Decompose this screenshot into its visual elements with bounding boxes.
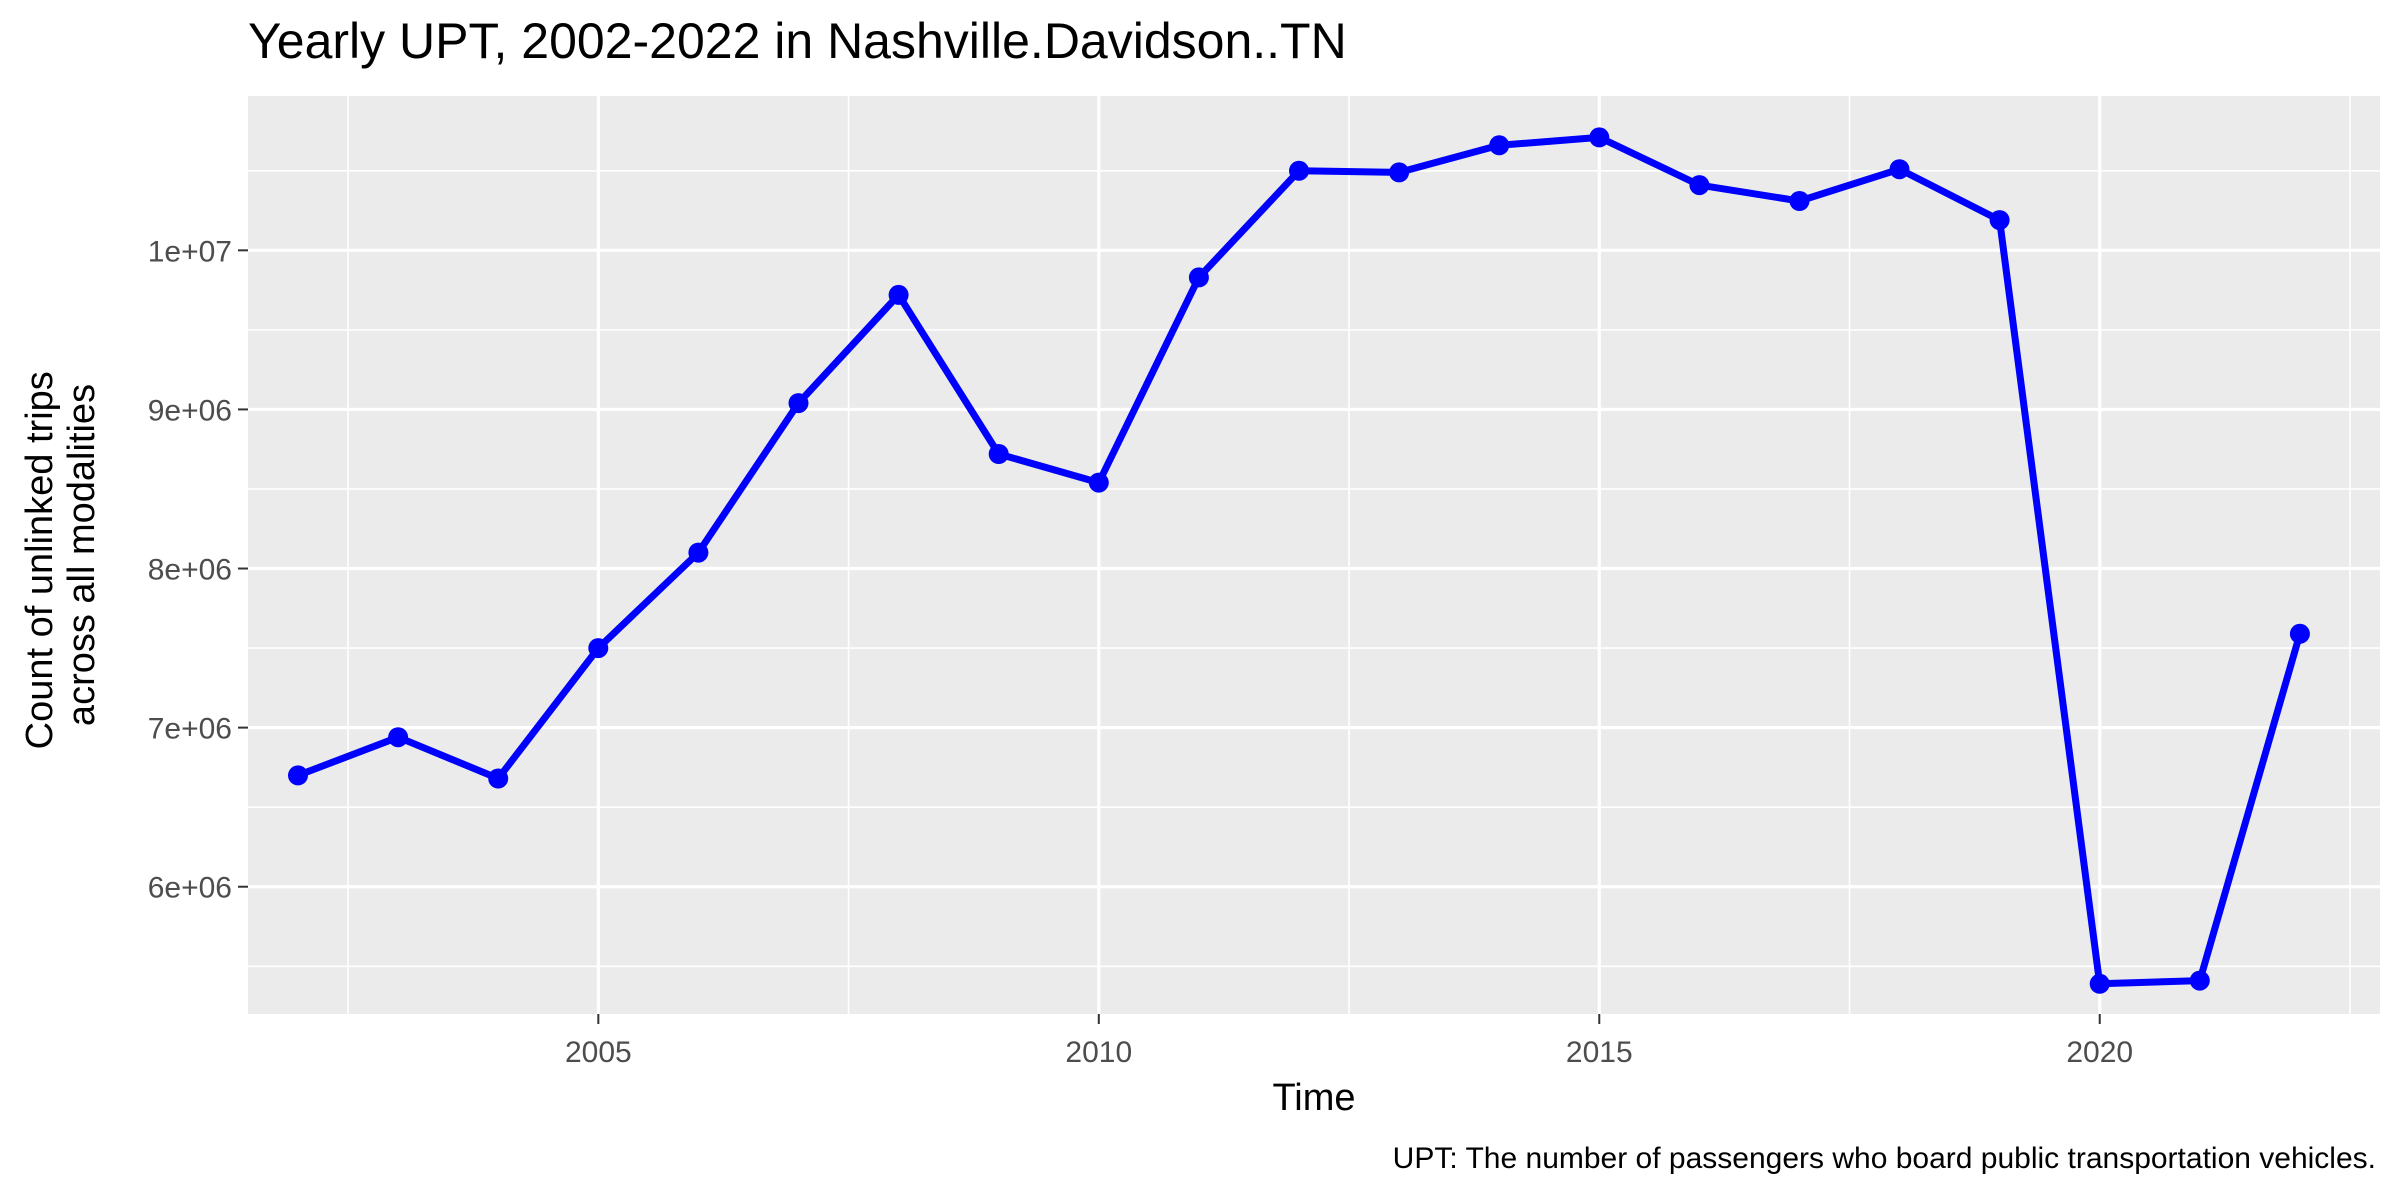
data-point bbox=[1289, 160, 1309, 181]
y-axis-title-line-2: across all modalities bbox=[61, 384, 103, 726]
data-point bbox=[388, 727, 409, 748]
y-axis-title: Count of unlinked trips across all modal… bbox=[19, 361, 103, 750]
data-point bbox=[888, 284, 909, 305]
data-points bbox=[288, 127, 2310, 994]
y-tick-label: 7e+06 bbox=[148, 713, 232, 746]
data-point bbox=[788, 393, 809, 414]
x-tick-label: 2010 bbox=[1065, 1036, 1132, 1069]
data-point bbox=[488, 768, 509, 789]
x-tick-label: 2015 bbox=[1566, 1036, 1633, 1069]
y-tick-label: 9e+06 bbox=[148, 394, 232, 427]
data-point bbox=[2089, 973, 2110, 994]
data-point bbox=[688, 542, 709, 563]
y-axis-title-line-1: Count of unlinked trips bbox=[19, 371, 61, 749]
data-point bbox=[288, 765, 308, 786]
data-point bbox=[1489, 135, 1510, 156]
x-tick-label: 2005 bbox=[565, 1036, 632, 1069]
y-tick-label: 6e+06 bbox=[148, 872, 232, 905]
x-tick-label: 2020 bbox=[2066, 1036, 2133, 1069]
data-point bbox=[588, 638, 609, 659]
y-tick-label: 8e+06 bbox=[148, 554, 232, 587]
y-tick-label: 1e+07 bbox=[148, 235, 232, 268]
data-point bbox=[988, 444, 1009, 464]
data-point bbox=[1389, 162, 1410, 183]
chart-title: Yearly UPT, 2002-2022 in Nashville.David… bbox=[248, 13, 1347, 69]
data-point bbox=[1589, 127, 1610, 148]
data-point bbox=[1188, 267, 1209, 288]
y-axis-ticks: 6e+06 7e+06 8e+06 9e+06 1e+07 bbox=[148, 235, 248, 905]
x-axis-title: Time bbox=[1272, 1077, 1355, 1119]
x-axis-ticks: 2005 2010 2015 2020 bbox=[565, 1014, 2133, 1069]
data-point bbox=[2289, 623, 2310, 644]
data-point bbox=[1789, 191, 1810, 211]
plot-panel bbox=[248, 96, 2380, 1014]
data-point bbox=[1088, 472, 1109, 493]
data-point bbox=[1689, 175, 1710, 196]
chart-caption: UPT: The number of passengers who board … bbox=[1393, 1142, 2376, 1175]
data-point bbox=[1889, 159, 1910, 180]
data-point bbox=[1989, 210, 2010, 231]
data-point bbox=[2189, 970, 2210, 991]
